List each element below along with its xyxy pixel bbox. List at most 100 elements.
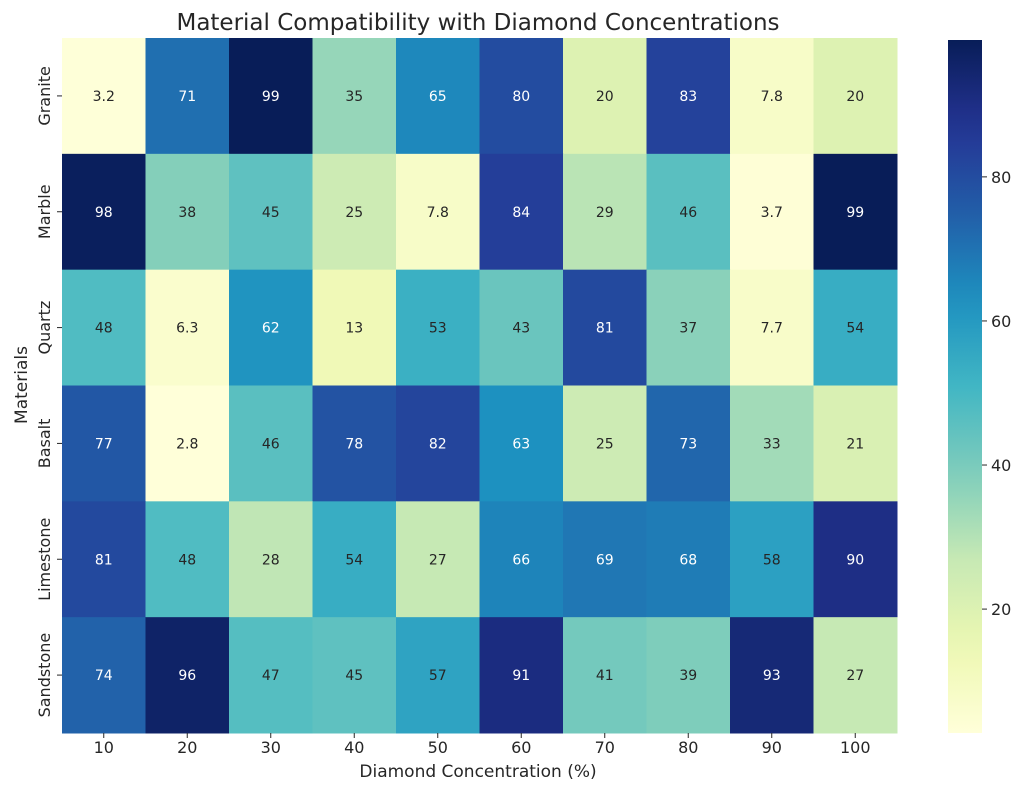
cell-value-label: 84 (512, 205, 530, 221)
x-tick-label: 80 (678, 738, 698, 757)
x-axis-ticks: 10 20 30 40 50 60 70 80 90 100 (94, 733, 871, 757)
heatmap-cell-basalt-30 (229, 385, 313, 502)
heatmap-cell-limestone-90 (730, 501, 814, 618)
cell-value-label: 91 (512, 668, 530, 684)
heatmap-cell-granite-60 (479, 38, 564, 155)
heatmap-cell-sandstone-20 (145, 617, 230, 734)
heatmap-cell-granite-70 (563, 38, 647, 155)
colorbar-tick-label: 80 (991, 168, 1011, 187)
colorbar-ticks: 20 40 60 80 (982, 168, 1011, 619)
cell-value-label: 47 (262, 668, 280, 684)
cell-value-label: 63 (512, 436, 530, 452)
cell-value-label: 71 (178, 89, 196, 105)
heatmap-cell-sandstone-60 (479, 617, 564, 734)
cell-value-label: 96 (178, 668, 196, 684)
heatmap-cell-marble-70 (563, 153, 647, 271)
cell-value-label: 35 (345, 89, 363, 105)
cell-value-label: 53 (429, 321, 447, 337)
heatmap-cell-quartz-40 (312, 269, 397, 386)
heatmap-cell-sandstone-80 (646, 617, 731, 734)
heatmap-cell-marble-20 (145, 153, 230, 271)
heatmap-cell-quartz-20 (145, 269, 230, 386)
heatmap-cell-limestone-70 (563, 501, 647, 618)
heatmap-cell-granite-90 (730, 38, 814, 155)
x-tick-label: 60 (511, 738, 531, 757)
colorbar-tick-label: 40 (991, 456, 1011, 475)
cell-value-label: 68 (679, 552, 697, 568)
cell-value-label: 3.7 (761, 205, 783, 221)
cell-value-label: 46 (679, 205, 697, 221)
x-tick-label: 40 (344, 738, 364, 757)
heatmap-cell-basalt-10 (62, 385, 146, 502)
heatmap-cell-quartz-90 (730, 269, 814, 386)
heatmap-cell-sandstone-90 (730, 617, 814, 734)
cell-value-label: 27 (846, 668, 864, 684)
cell-value-label: 80 (512, 89, 530, 105)
heatmap-cell-granite-80 (646, 38, 731, 155)
heatmap-cell-quartz-100 (813, 269, 898, 386)
cell-value-label: 20 (846, 89, 864, 105)
heatmap-cell-basalt-100 (813, 385, 898, 502)
heatmap-cell-basalt-70 (563, 385, 647, 502)
chart-title: Material Compatibility with Diamond Conc… (176, 10, 779, 36)
y-tick-label: Limestone (35, 518, 54, 601)
y-tick-label: Marble (35, 184, 54, 239)
heatmap-cell-basalt-80 (646, 385, 731, 502)
heatmap-cell-quartz-70 (563, 269, 647, 386)
cell-value-label: 25 (345, 205, 363, 221)
heatmap-cell-limestone-100 (813, 501, 898, 618)
heatmap-cell-basalt-60 (479, 385, 564, 502)
y-axis-label: Materials (12, 346, 32, 424)
heatmap-cell-quartz-80 (646, 269, 731, 386)
heatmap-cell-sandstone-40 (312, 617, 397, 734)
heatmap-cell-limestone-80 (646, 501, 731, 618)
cell-value-label: 77 (95, 436, 113, 452)
heatmap-cell-granite-30 (229, 38, 313, 155)
cell-value-label: 81 (95, 552, 113, 568)
heatmap-cell-marble-60 (479, 153, 564, 271)
colorbar-tick-label: 20 (991, 600, 1011, 619)
heatmap-cell-limestone-10 (62, 501, 146, 618)
heatmap-cell-sandstone-30 (229, 617, 313, 734)
cell-value-label: 3.2 (93, 89, 115, 105)
heatmap-cell-granite-50 (396, 38, 480, 155)
y-tick-label: Granite (35, 66, 54, 125)
cell-value-label: 74 (95, 668, 113, 684)
cell-value-label: 2.8 (176, 436, 198, 452)
heatmap-cell-marble-30 (229, 153, 313, 271)
cell-value-label: 41 (596, 668, 614, 684)
heatmap-cell-basalt-50 (396, 385, 480, 502)
cell-value-label: 28 (262, 552, 280, 568)
x-tick-label: 50 (428, 738, 448, 757)
heatmap-cell-granite-20 (145, 38, 230, 155)
heatmap-cell-limestone-20 (145, 501, 230, 618)
heatmap-cell-quartz-50 (396, 269, 480, 386)
heatmap-cell-sandstone-100 (813, 617, 898, 734)
heatmap-cell-quartz-30 (229, 269, 313, 386)
y-tick-label: Sandstone (35, 633, 54, 718)
heatmap-cell-marble-10 (62, 153, 146, 271)
y-axis-ticks: Granite Marble Quartz Basalt Limestone Sandst… (35, 66, 62, 717)
heatmap-cell-sandstone-70 (563, 617, 647, 734)
cell-value-label: 58 (763, 552, 781, 568)
heatmap-cell-basalt-40 (312, 385, 397, 502)
cell-value-label: 37 (679, 321, 697, 337)
cell-value-label: 54 (345, 552, 363, 568)
heatmap-cell-granite-40 (312, 38, 397, 155)
heatmap-cell-marble-100 (813, 153, 898, 271)
heatmap-cell-marble-90 (730, 153, 814, 271)
heatmap-cell-basalt-90 (730, 385, 814, 502)
cell-value-label: 43 (512, 321, 530, 337)
cell-value-label: 57 (429, 668, 447, 684)
heatmap-cell-granite-100 (813, 38, 898, 155)
cell-value-label: 54 (846, 321, 864, 337)
cell-value-label: 65 (429, 89, 447, 105)
cell-value-label: 78 (345, 436, 363, 452)
y-tick-label: Quartz (35, 301, 54, 355)
x-axis-label: Diamond Concentration (%) (359, 762, 596, 782)
heatmap-cell-granite-10 (62, 38, 146, 155)
cell-value-label: 98 (95, 205, 113, 221)
cell-value-label: 69 (596, 552, 614, 568)
heatmap-cell-limestone-50 (396, 501, 480, 618)
